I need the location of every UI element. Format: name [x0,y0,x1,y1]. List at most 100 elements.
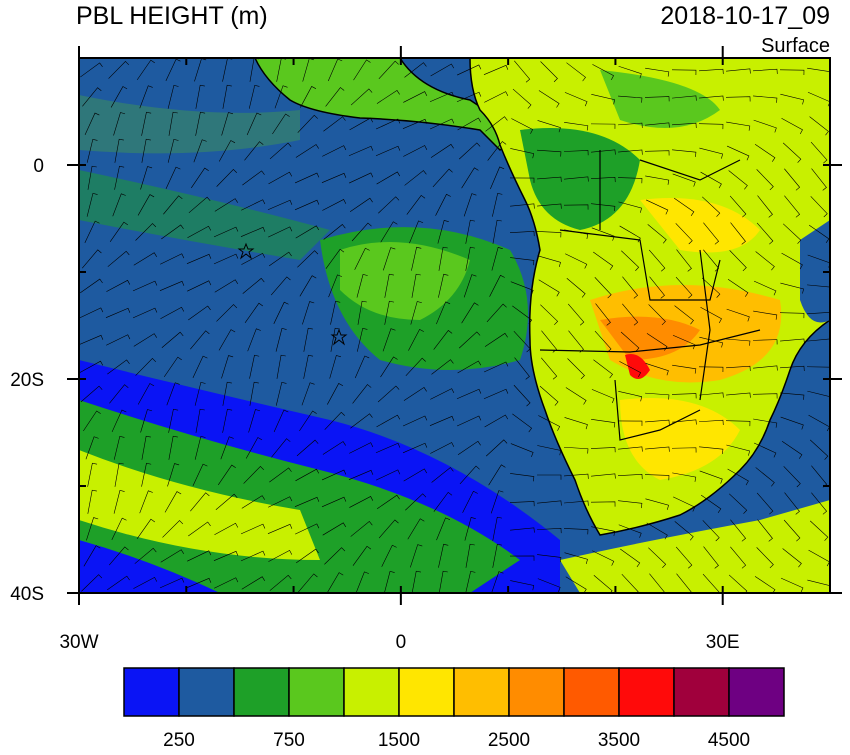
colorbar-box [508,667,565,717]
wind-barb [295,468,320,482]
wind-barb [807,284,830,288]
wind-barb [429,415,455,426]
wind-barb [431,467,454,483]
wind-barb [215,493,238,511]
wind-barb [672,95,697,101]
wind-barb [330,327,340,352]
wind-barb [349,442,374,454]
wind-barb [510,148,535,159]
wind-barb [410,544,423,568]
x-tick-label: 30W [59,632,98,653]
wind-barb [563,528,589,535]
wind-barb [325,248,345,269]
wind-barb [164,491,182,513]
wind-barb [111,409,127,433]
wind-barb [160,306,185,319]
wind-barb [402,118,428,129]
wind-barb [784,492,800,515]
wind-barb [591,419,616,428]
wind-barb [168,408,179,433]
wind-barb [674,305,694,325]
wind-barb [81,574,103,592]
wind-barb [646,199,669,215]
wind-barb [241,495,265,509]
wind-barb [352,545,372,566]
wind-barb [484,91,509,103]
wind-barb [429,91,455,103]
field-patch [79,540,220,593]
wind-barb [433,491,453,512]
wind-barb [436,517,451,541]
wind-barb [537,445,562,456]
colorbar-box [618,667,675,717]
wind-barb [133,576,158,589]
wind-barb [489,274,505,297]
wind-barb [114,165,125,190]
wind-barb [537,120,561,133]
wind-barb [465,543,475,568]
wind-barb [622,303,639,326]
wind-barb [353,59,371,81]
wind-barb [190,492,210,512]
wind-barb [564,552,588,565]
wind-barb [645,363,669,376]
wind-barb [536,231,562,238]
wind-barb [671,447,697,453]
wind-barb [806,366,830,368]
wind-barb [213,226,239,238]
wind-barb [244,141,264,161]
map-frame [78,57,831,594]
wind-barb [322,522,347,536]
wind-barb [781,117,803,135]
wind-barb [509,555,535,561]
wind-barb [729,195,747,218]
wind-barb [492,543,503,568]
wind-barb [324,411,345,430]
wind-barb [511,118,534,134]
wind-barb [564,446,589,454]
wind-barb [592,64,614,81]
wind-barb [565,387,587,405]
wind-barb [404,170,427,186]
wind-barb [165,58,181,81]
wind-barb [538,90,560,108]
wind-barb [810,141,828,164]
level-label: Surface [761,35,830,57]
wind-barb [672,334,696,350]
wind-barb [780,577,804,593]
wind-barb [135,223,157,241]
wind-barb [699,95,724,101]
wind-barb [273,301,289,324]
wind-barb [328,274,343,298]
wind-barb [433,330,453,350]
wind-barb [326,572,344,593]
wind-barb [406,194,426,215]
wind-barb [729,493,748,514]
wind-barb [187,225,212,239]
wind-barb [322,199,347,211]
wind-barb [162,520,184,538]
wind-barb [350,520,373,537]
wind-barb [167,138,179,163]
wind-barb [294,496,320,507]
wind-barb [160,549,184,563]
wind-barb [132,280,158,292]
wind-barb [295,144,319,158]
wind-barb [780,365,805,371]
wind-barb [492,516,503,541]
wind-barb [730,222,746,245]
wind-barb [510,203,535,209]
wind-barb [784,168,801,191]
wind-barb [356,327,368,352]
wind-barb [297,573,318,593]
wind-barb [510,231,535,237]
wind-barb [672,122,697,129]
wind-barb [114,138,124,163]
wind-barb [456,415,482,427]
wind-barb [591,176,616,183]
wind-barb [457,440,481,455]
wind-barb [753,280,777,296]
wind-barb [194,435,206,460]
wind-barb [350,88,373,106]
colorbar-label: 750 [273,730,305,750]
